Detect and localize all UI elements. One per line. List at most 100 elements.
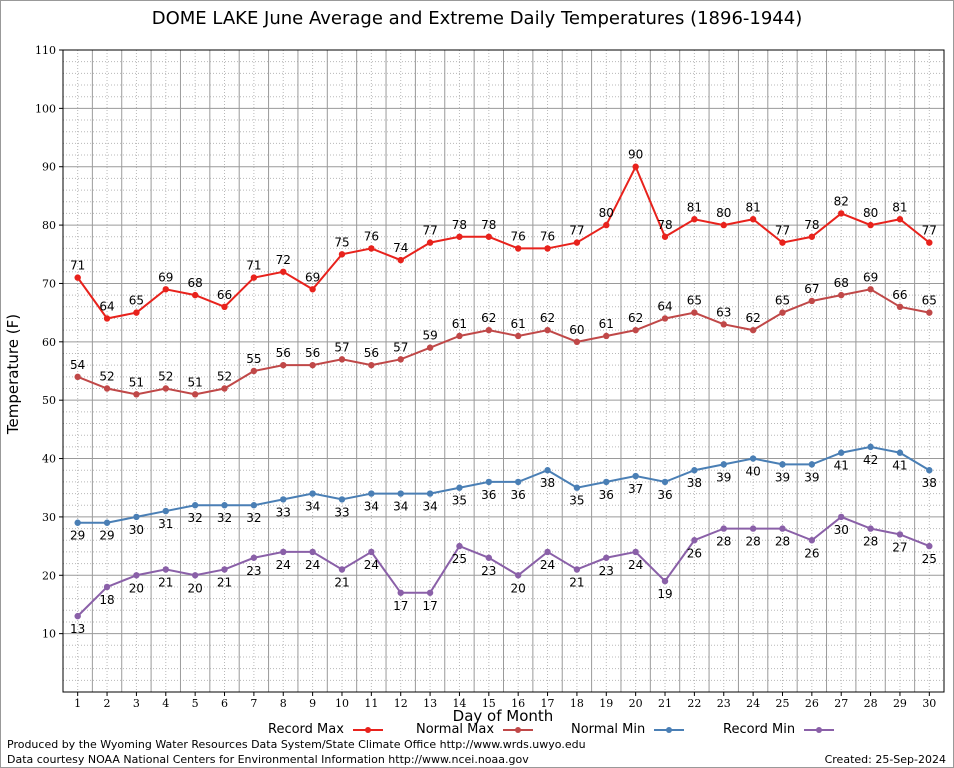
data-label-record-min: 17 <box>422 599 437 613</box>
y-tick-label: 20 <box>42 569 56 582</box>
data-label-normal-max: 61 <box>452 317 467 331</box>
data-label-record-min: 21 <box>158 575 173 589</box>
data-label-normal-max: 56 <box>364 346 379 360</box>
x-tick-label: 13 <box>423 697 437 710</box>
data-label-record-max: 77 <box>422 224 437 238</box>
data-label-normal-max: 65 <box>687 294 702 308</box>
data-label-record-min: 30 <box>834 523 849 537</box>
data-point-record-max <box>221 303 228 310</box>
data-point-record-min <box>368 548 375 556</box>
data-point-normal-max <box>221 385 228 392</box>
data-point-normal-min <box>250 502 258 509</box>
y-tick-label: 90 <box>42 161 56 174</box>
data-label-normal-min: 32 <box>217 511 232 525</box>
data-label-record-max: 68 <box>188 276 203 290</box>
x-axis-label: Day of Month <box>452 707 554 725</box>
major-grid <box>63 50 944 692</box>
data-point-normal-max <box>338 356 346 363</box>
plot-border <box>62 49 945 693</box>
x-tick-label: 30 <box>922 697 936 710</box>
data-label-record-max: 80 <box>863 206 878 220</box>
data-point-record-min <box>485 554 493 561</box>
data-point-normal-min <box>368 490 375 497</box>
legend-marker-record-max <box>352 726 383 733</box>
data-point-record-max <box>280 268 287 275</box>
legend-label-normal-max: Normal Max <box>416 722 495 737</box>
legend-marker-normal-min <box>654 726 685 733</box>
data-label-record-min: 18 <box>99 593 114 607</box>
data-point-record-max <box>133 309 140 316</box>
data-label-record-max: 69 <box>158 270 173 284</box>
data-point-record-min <box>749 525 757 532</box>
data-point-record-min <box>632 548 639 556</box>
data-point-record-min <box>896 531 904 538</box>
y-tick-label: 100 <box>35 102 56 115</box>
data-point-normal-min <box>603 478 610 486</box>
data-label-normal-min: 38 <box>540 476 555 490</box>
data-point-normal-max <box>426 344 434 351</box>
data-point-record-min <box>133 572 140 579</box>
data-point-record-max <box>573 239 581 246</box>
data-point-record-max <box>426 239 434 246</box>
data-point-record-min <box>309 548 316 556</box>
data-label-record-min: 19 <box>657 587 672 601</box>
data-label-record-min: 28 <box>745 535 760 549</box>
data-label-normal-max: 52 <box>158 370 173 384</box>
data-point-normal-max <box>397 356 404 363</box>
series-line-record-min <box>76 515 930 617</box>
data-label-normal-min: 34 <box>364 500 379 514</box>
data-label-normal-min: 39 <box>775 470 790 484</box>
data-label-normal-max: 68 <box>834 276 849 290</box>
data-point-normal-min <box>456 484 463 491</box>
data-label-normal-max: 57 <box>334 340 349 354</box>
data-point-normal-max <box>749 326 757 334</box>
data-label-record-min: 24 <box>540 558 555 572</box>
data-label-normal-max: 54 <box>70 358 85 372</box>
data-point-normal-max <box>838 291 845 299</box>
data-label-record-max: 80 <box>599 206 614 220</box>
data-point-normal-min <box>485 478 493 486</box>
data-point-record-min <box>603 554 610 561</box>
y-tick-label: 80 <box>42 219 56 232</box>
data-point-normal-max <box>368 361 375 369</box>
data-point-record-max <box>74 274 81 281</box>
data-point-record-min <box>162 566 169 573</box>
data-label-record-min: 28 <box>863 535 878 549</box>
data-label-record-max: 74 <box>393 241 408 255</box>
data-label-normal-max: 51 <box>188 375 203 389</box>
x-tick-label: 6 <box>221 697 228 710</box>
data-label-record-min: 27 <box>892 540 907 554</box>
legend-normal-min: Normal Min <box>571 722 685 737</box>
data-point-record-min <box>808 537 816 544</box>
data-label-record-max: 66 <box>217 288 232 302</box>
data-point-record-min <box>867 525 874 532</box>
data-label-normal-min: 36 <box>657 488 672 502</box>
data-point-normal-min <box>926 467 933 474</box>
x-axis-ticks: 1 2 3 4 5 6 7 8 9 10 11 12 13 14 15 16 17 18 19 20 21 22 23 24 2… <box>74 692 936 710</box>
data-point-normal-max <box>103 385 111 392</box>
data-label-normal-min: 33 <box>334 505 349 519</box>
data-label-record-max: 76 <box>511 229 526 243</box>
series-layer <box>74 163 933 620</box>
data-label-normal-min: 36 <box>481 488 496 502</box>
legend-record-min: Record Min <box>723 722 835 737</box>
data-label-record-max: 75 <box>334 235 349 249</box>
legend-label-record-max: Record Max <box>268 722 344 737</box>
data-label-record-max: 77 <box>569 224 584 238</box>
legend-label-normal-min: Normal Min <box>571 722 646 737</box>
data-label-record-max: 65 <box>129 294 144 308</box>
data-point-record-max <box>338 251 346 258</box>
data-label-record-max: 78 <box>481 218 496 232</box>
data-point-normal-min <box>779 461 786 468</box>
data-label-normal-max: 62 <box>628 311 643 325</box>
legend-record-max: Record Max <box>268 722 384 737</box>
data-point-normal-min <box>808 461 816 468</box>
x-tick-label: 11 <box>364 697 378 710</box>
x-tick-label: 28 <box>864 697 878 710</box>
data-point-normal-min <box>397 490 404 497</box>
data-label-record-max: 64 <box>99 299 114 313</box>
data-point-record-max <box>749 216 757 223</box>
data-point-normal-max <box>867 286 874 293</box>
data-label-normal-min: 40 <box>745 465 760 479</box>
